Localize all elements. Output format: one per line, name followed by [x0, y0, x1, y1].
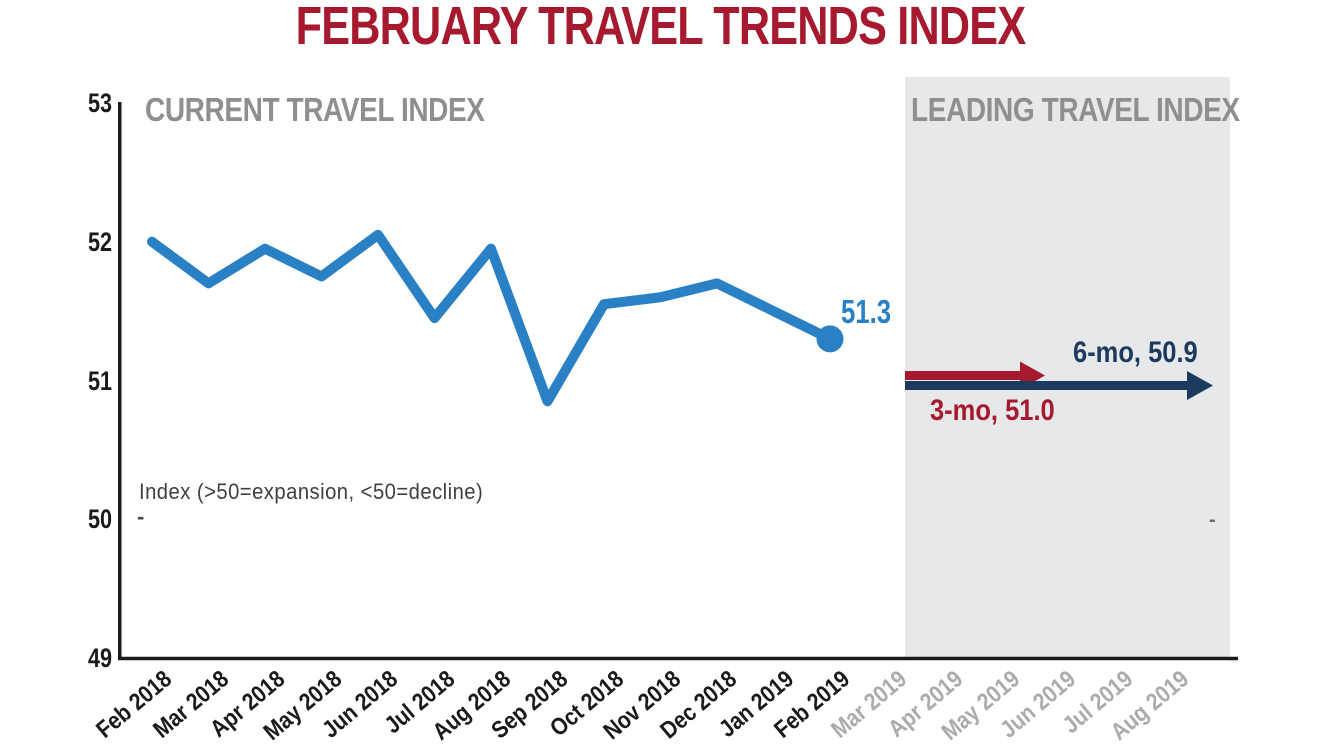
current-index-heading: CURRENT TRAVEL INDEX: [145, 91, 485, 128]
six-month-arrow-head: [1187, 371, 1213, 400]
index-note: Index (>50=expansion, <50=decline): [139, 479, 484, 504]
current-index-end-dot: [816, 325, 844, 353]
right-placeholder-dash: -: [1209, 509, 1216, 531]
chart-title: FEBRUARY TRAVEL TRENDS INDEX: [295, 0, 1026, 56]
current-index-line: [147, 229, 835, 407]
endpoint-value-label: 51.3: [841, 293, 892, 330]
leading-region-shade: [905, 77, 1230, 658]
six-month-forecast-label: 6-mo, 50.9: [1073, 336, 1198, 369]
three-month-forecast-label: 3-mo, 51.0: [930, 394, 1055, 427]
left-placeholder-dash: -: [137, 504, 145, 529]
leading-index-heading: LEADING TRAVEL INDEX: [911, 91, 1240, 128]
